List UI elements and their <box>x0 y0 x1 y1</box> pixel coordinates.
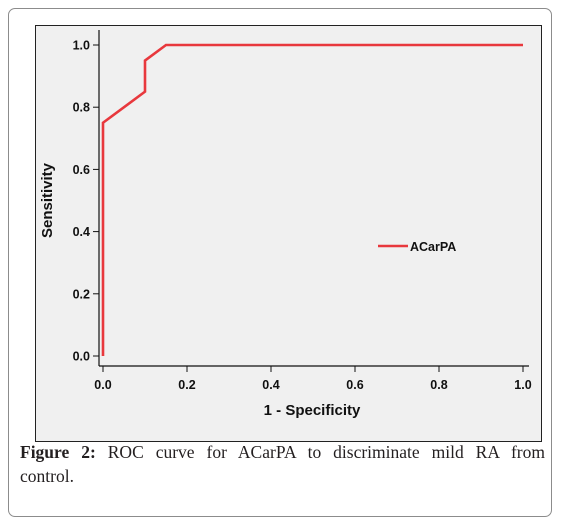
roc-curve-line <box>101 43 523 356</box>
x-tick-label: 0.8 <box>430 378 447 392</box>
x-tick-label: 0.0 <box>94 378 111 392</box>
legend-label: ACarPA <box>410 240 456 254</box>
x-tick-label: 1.0 <box>514 378 531 392</box>
chart-series <box>101 43 523 356</box>
y-tick-label: 0.2 <box>73 287 90 301</box>
chart-legend: ACarPA <box>378 240 456 254</box>
figure-caption: Figure 2: ROC curve for ACarPA to discri… <box>20 440 545 488</box>
figure-frame <box>8 8 552 517</box>
y-tick-label: 0.6 <box>73 163 90 177</box>
x-axis-title: 1 - Specificity <box>264 402 361 419</box>
x-tick-label: 0.6 <box>346 378 363 392</box>
chart-axes: 0.0 0.2 0.4 0.6 0.8 1.0 0.0 0.2 0.4 0.6 0.8 1.0 <box>73 30 532 392</box>
x-tick-label: 0.4 <box>262 378 279 392</box>
y-tick-label: 0.4 <box>73 225 90 239</box>
plot-area-background <box>35 25 542 442</box>
x-tick-label: 0.2 <box>178 378 195 392</box>
y-tick-label: 0.8 <box>73 101 90 115</box>
y-tick-label: 1.0 <box>73 39 90 53</box>
y-tick-label: 0.0 <box>73 350 90 364</box>
caption-text: ROC curve for ACarPA to discriminate mil… <box>20 442 545 486</box>
y-axis-title: Sensitivity <box>39 162 56 238</box>
caption-label: Figure 2: <box>20 442 96 462</box>
